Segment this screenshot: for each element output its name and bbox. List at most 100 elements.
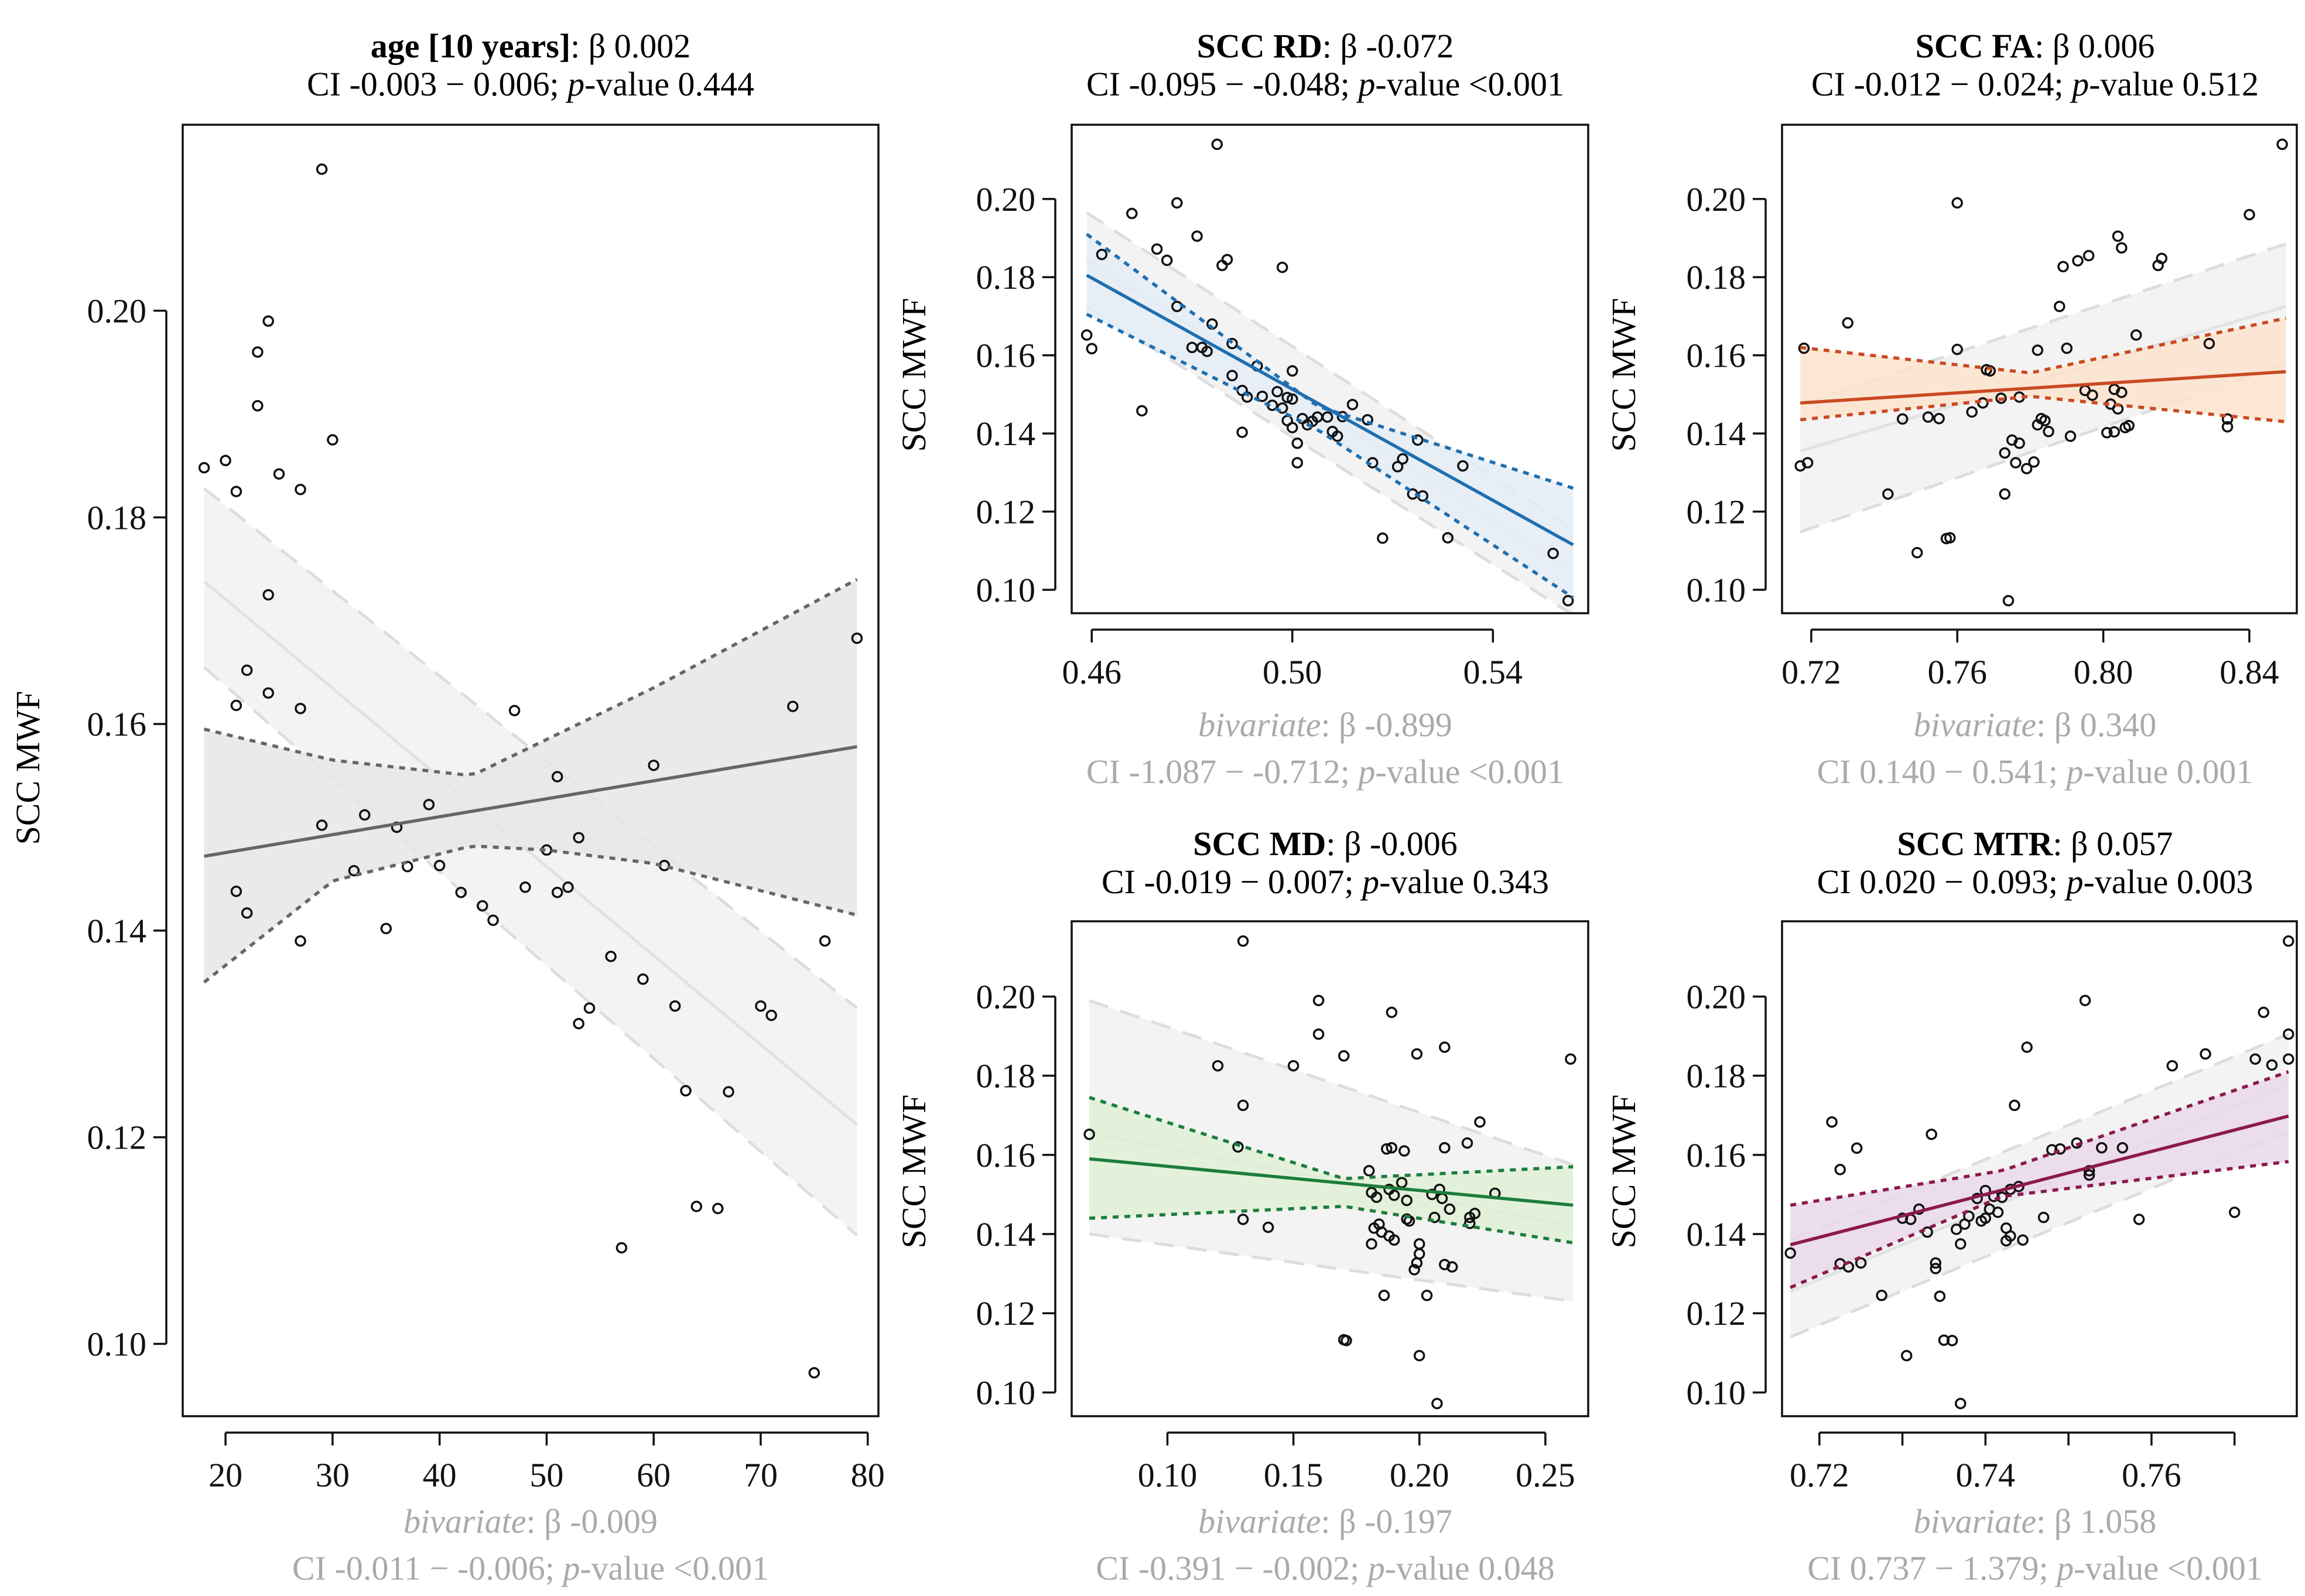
data-point [2130,329,2142,341]
panel-age-pvalue: 0.444 [678,65,755,103]
bivariate-ci-upper-mtr [1790,1033,2289,1242]
y-axis-md: 0.10 0.12 0.14 0.16 0.18 0.20 [976,978,1056,1412]
data-point [551,771,563,782]
fit-line-rd [1086,274,1574,546]
panel-rd-title-bold: SCC RD [1197,27,1322,65]
panel-rd-title-line2: CI -0.095 − -0.048; p-value <0.001 [1086,65,1564,103]
data-point [2244,209,2255,221]
data-point [1221,254,1233,265]
data-point [380,922,392,935]
panel-md-bivariate-line1: bivariate: β -0.197 [1198,1502,1452,1540]
data-point [2061,342,2073,354]
data-point [1363,1165,1375,1177]
panel-rd: SCC RD: β -0.072 CI -0.095 − -0.048; p-v… [895,27,1589,791]
data-point [2021,1041,2033,1053]
data-point [1834,1164,1846,1175]
ci-upper-rd [1086,233,1574,490]
panel-fa-title-bold: SCC FA [1916,27,2035,65]
panel-md-title-line1: SCC MD: β -0.006 [1193,825,1458,863]
panel-age-title-beta: β 0.002 [589,27,691,65]
data-point [2072,255,2084,266]
panel-rd-ci: -0.095 − -0.048 [1128,65,1340,103]
data-point [2133,1214,2145,1225]
plot-frame-fa [1781,124,2298,614]
data-point [1346,398,1359,411]
data-point [2005,1230,2016,1242]
data-point [2166,1060,2179,1072]
x-tick-label: 0.74 [1956,1456,2016,1494]
x-tick-label: 0.54 [1463,653,1523,691]
data-point [1236,426,1248,438]
y-tick-label: 0.20 [976,180,1036,218]
data-point [2039,415,2051,426]
panel-md-pvalue: 0.343 [1473,863,1550,901]
data-point [487,914,499,927]
panel-md: SCC MD: β -0.006 CI -0.019 − 0.007; p-va… [895,825,1589,1587]
data-point [2276,138,2288,151]
data-point [241,907,253,919]
data-point [295,702,306,715]
panel-fa-title-line1: SCC FA: β 0.006 [1916,27,2155,65]
data-point [1226,370,1238,382]
data-point [2116,1142,2129,1154]
data-point [1565,1053,1576,1065]
panel-fa-bivariate-line2: CI 0.140 − 0.541; p-value 0.001 [1817,753,2253,791]
data-point [1232,1141,1244,1153]
y-tick-label: 0.14 [976,1215,1036,1253]
data-point [1370,1191,1383,1203]
data-point [327,434,338,446]
panel-age-bivariate-beta: β -0.009 [544,1502,658,1540]
data-point [2043,426,2054,438]
plot-frame-age [182,124,880,1417]
data-point [1080,329,1093,341]
y-tick-label: 0.10 [976,1373,1036,1412]
data-point [1340,1335,1352,1346]
data-point [1388,1234,1400,1246]
data-point [519,881,531,893]
panel-rd-bivariate-line2: CI -1.087 − -0.712; p-value <0.001 [1086,753,1564,791]
y-tick-label: 0.14 [1687,1215,1746,1253]
plot-frame-rd [1071,124,1589,614]
x-tick-label: 0.76 [2122,1456,2181,1494]
data-point [1951,197,1963,209]
data-point [1377,532,1389,544]
x-tick-label: 0.84 [2219,653,2279,691]
data-point [1922,411,1934,423]
data-point [1312,1028,1325,1040]
data-point [2116,387,2128,398]
data-point [573,1017,584,1030]
data-point [1413,1248,1425,1260]
x-tick-label: 0.80 [2074,653,2133,691]
data-point [2156,252,2168,264]
data-point [1086,343,1098,355]
panel-mtr-bivariate-pvalue: <0.001 [2167,1549,2263,1587]
data-point [1851,1142,1863,1154]
data-point [1386,1006,1398,1019]
data-point [1469,1208,1481,1219]
data-point [1784,1247,1796,1259]
data-point [2283,1053,2294,1065]
y-axis-mtr: 0.10 0.12 0.14 0.16 0.18 0.20 [1687,978,1767,1412]
data-point [1378,1290,1390,1301]
data-point [1444,1203,1456,1215]
data-point [1381,1143,1393,1155]
data-point [1946,1335,1958,1346]
data-point [252,346,264,358]
data-point [1126,207,1138,220]
panel-age-title-bold: age [10 years] [371,27,570,65]
data-point [1896,413,1909,425]
bivariate-ci-lower-md [1089,1232,1574,1303]
panel-age-bivariate-ci: -0.011 − -0.006 [335,1549,545,1587]
data-point [316,819,328,831]
data-point [295,483,306,495]
plot-area-rd: 0.46 0.50 0.54 0.10 0.12 0.14 0.16 0.18 0.20 [976,124,1589,691]
y-tick-label: 0.10 [87,1325,147,1363]
data-point [1391,461,1404,473]
data-point [1421,1290,1433,1301]
data-point [1411,1048,1423,1060]
y-tick-label: 0.20 [87,292,147,330]
data-point [1431,1397,1443,1410]
panel-mtr-ci: 0.020 − 0.093 [1859,863,2048,901]
data-point [1900,1349,1913,1362]
data-point [1926,1128,1937,1140]
